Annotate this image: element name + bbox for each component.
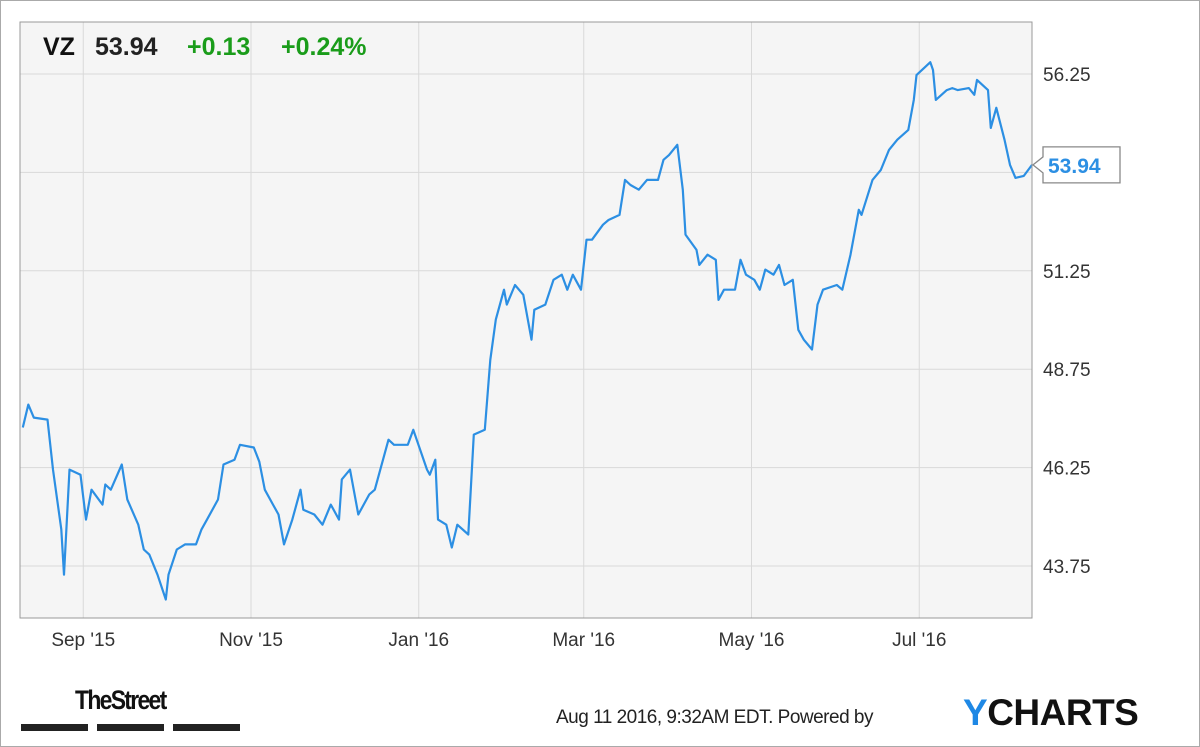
ycharts-logo[interactable]: YCHARTS — [963, 692, 1139, 733]
y-tick-label: 48.75 — [1043, 360, 1091, 381]
price-change: +0.13 — [187, 33, 251, 61]
ticker-symbol: VZ — [43, 33, 75, 61]
x-tick-label: Sep '15 — [51, 630, 115, 651]
x-tick-label: Jan '16 — [388, 630, 449, 651]
y-tick-label: 46.25 — [1043, 459, 1091, 480]
last-value-label: 53.94 — [1048, 155, 1101, 178]
price-change-percent: +0.24% — [281, 33, 367, 61]
thestreet-logo: TheStreet — [75, 685, 167, 715]
x-tick-label: May '16 — [719, 630, 785, 651]
plot-area — [20, 22, 1032, 618]
x-tick-label: Jul '16 — [892, 630, 946, 651]
current-price: 53.94 — [95, 33, 158, 61]
logo-bar — [21, 724, 88, 731]
y-tick-label: 56.25 — [1043, 65, 1091, 86]
x-tick-label: Mar '16 — [552, 630, 615, 651]
y-tick-label: 51.25 — [1043, 262, 1091, 283]
last-value-callout: 53.94 — [1031, 146, 1121, 184]
y-axis: 43.75 46.25 48.75 51.25 56.25 — [1043, 65, 1091, 578]
logo-bar — [97, 724, 164, 731]
x-axis: Sep '15 Nov '15 Jan '16 Mar '16 May '16 Jul '… — [51, 630, 946, 651]
powered-by: Powered by — [777, 707, 874, 728]
series-line — [21, 61, 1033, 601]
plot-border — [19, 21, 1033, 619]
logo-bar — [173, 724, 240, 731]
x-tick-label: Nov '15 — [219, 630, 283, 651]
gridlines — [20, 22, 1032, 618]
y-tick-label: 43.75 — [1043, 557, 1091, 578]
timestamp: Aug 11 2016, 9:32AM EDT. — [556, 707, 773, 728]
